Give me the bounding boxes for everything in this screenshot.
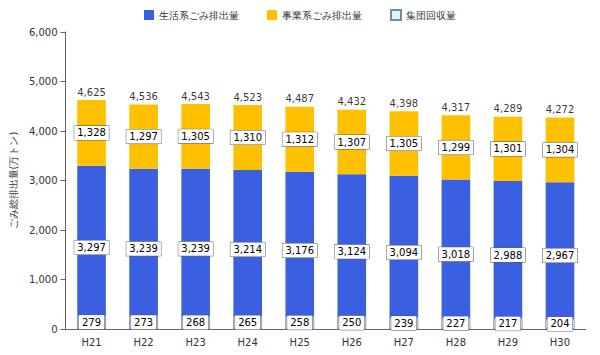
svg-text:H25: H25 xyxy=(290,337,310,348)
svg-text:3,018: 3,018 xyxy=(442,249,471,260)
svg-text:集団回収量: 集団回収量 xyxy=(406,10,456,21)
svg-text:4,487: 4,487 xyxy=(285,93,314,104)
svg-text:2,988: 2,988 xyxy=(494,250,523,261)
svg-text:4,432: 4,432 xyxy=(337,96,366,107)
svg-text:H28: H28 xyxy=(446,337,466,348)
svg-text:1,299: 1,299 xyxy=(442,142,471,153)
svg-text:3,000: 3,000 xyxy=(29,175,58,186)
svg-text:3,239: 3,239 xyxy=(181,243,210,254)
svg-text:273: 273 xyxy=(134,317,153,328)
svg-text:279: 279 xyxy=(82,317,101,328)
svg-text:H29: H29 xyxy=(498,337,518,348)
svg-text:1,297: 1,297 xyxy=(129,131,158,142)
svg-text:4,523: 4,523 xyxy=(233,92,262,103)
svg-text:3,239: 3,239 xyxy=(129,243,158,254)
svg-text:4,289: 4,289 xyxy=(494,103,523,114)
svg-text:H27: H27 xyxy=(394,337,414,348)
svg-text:H30: H30 xyxy=(550,337,570,348)
svg-text:1,312: 1,312 xyxy=(285,134,314,145)
svg-text:4,272: 4,272 xyxy=(546,104,575,115)
svg-text:1,305: 1,305 xyxy=(181,131,210,142)
svg-text:H22: H22 xyxy=(133,337,153,348)
svg-text:217: 217 xyxy=(498,318,517,329)
svg-text:H24: H24 xyxy=(238,337,258,348)
svg-text:204: 204 xyxy=(550,318,569,329)
svg-text:3,176: 3,176 xyxy=(285,245,314,256)
svg-text:H21: H21 xyxy=(81,337,101,348)
svg-text:250: 250 xyxy=(342,317,361,328)
svg-text:1,304: 1,304 xyxy=(546,144,575,155)
svg-text:2,000: 2,000 xyxy=(29,225,58,236)
svg-text:4,536: 4,536 xyxy=(129,91,158,102)
svg-text:6,000: 6,000 xyxy=(29,27,58,38)
svg-text:事業系ごみ排出量: 事業系ごみ排出量 xyxy=(282,10,362,21)
svg-text:1,000: 1,000 xyxy=(29,274,58,285)
svg-text:1,328: 1,328 xyxy=(77,127,106,138)
svg-text:239: 239 xyxy=(394,318,413,329)
svg-text:生活系ごみ排出量: 生活系ごみ排出量 xyxy=(159,10,239,21)
svg-text:4,625: 4,625 xyxy=(77,87,106,98)
svg-text:1,307: 1,307 xyxy=(337,137,366,148)
svg-text:1,305: 1,305 xyxy=(390,138,419,149)
svg-text:4,543: 4,543 xyxy=(181,91,210,102)
svg-text:1,310: 1,310 xyxy=(233,132,262,143)
svg-text:268: 268 xyxy=(186,317,205,328)
svg-text:1,301: 1,301 xyxy=(494,143,523,154)
svg-text:258: 258 xyxy=(290,317,309,328)
svg-text:3,124: 3,124 xyxy=(337,246,366,257)
svg-text:3,297: 3,297 xyxy=(77,242,106,253)
svg-text:3,214: 3,214 xyxy=(233,244,262,255)
svg-text:4,317: 4,317 xyxy=(442,102,471,113)
svg-text:H23: H23 xyxy=(186,337,206,348)
svg-text:265: 265 xyxy=(238,317,257,328)
svg-text:4,398: 4,398 xyxy=(390,98,419,109)
svg-text:4,000: 4,000 xyxy=(29,126,58,137)
svg-text:0: 0 xyxy=(51,324,57,335)
svg-text:3,094: 3,094 xyxy=(390,247,419,258)
svg-text:2,967: 2,967 xyxy=(546,250,575,261)
svg-text:H26: H26 xyxy=(342,337,362,348)
svg-text:227: 227 xyxy=(446,318,465,329)
svg-text:5,000: 5,000 xyxy=(29,76,58,87)
svg-text:ごみ総排出量(万トン): ごみ総排出量(万トン) xyxy=(8,132,19,230)
